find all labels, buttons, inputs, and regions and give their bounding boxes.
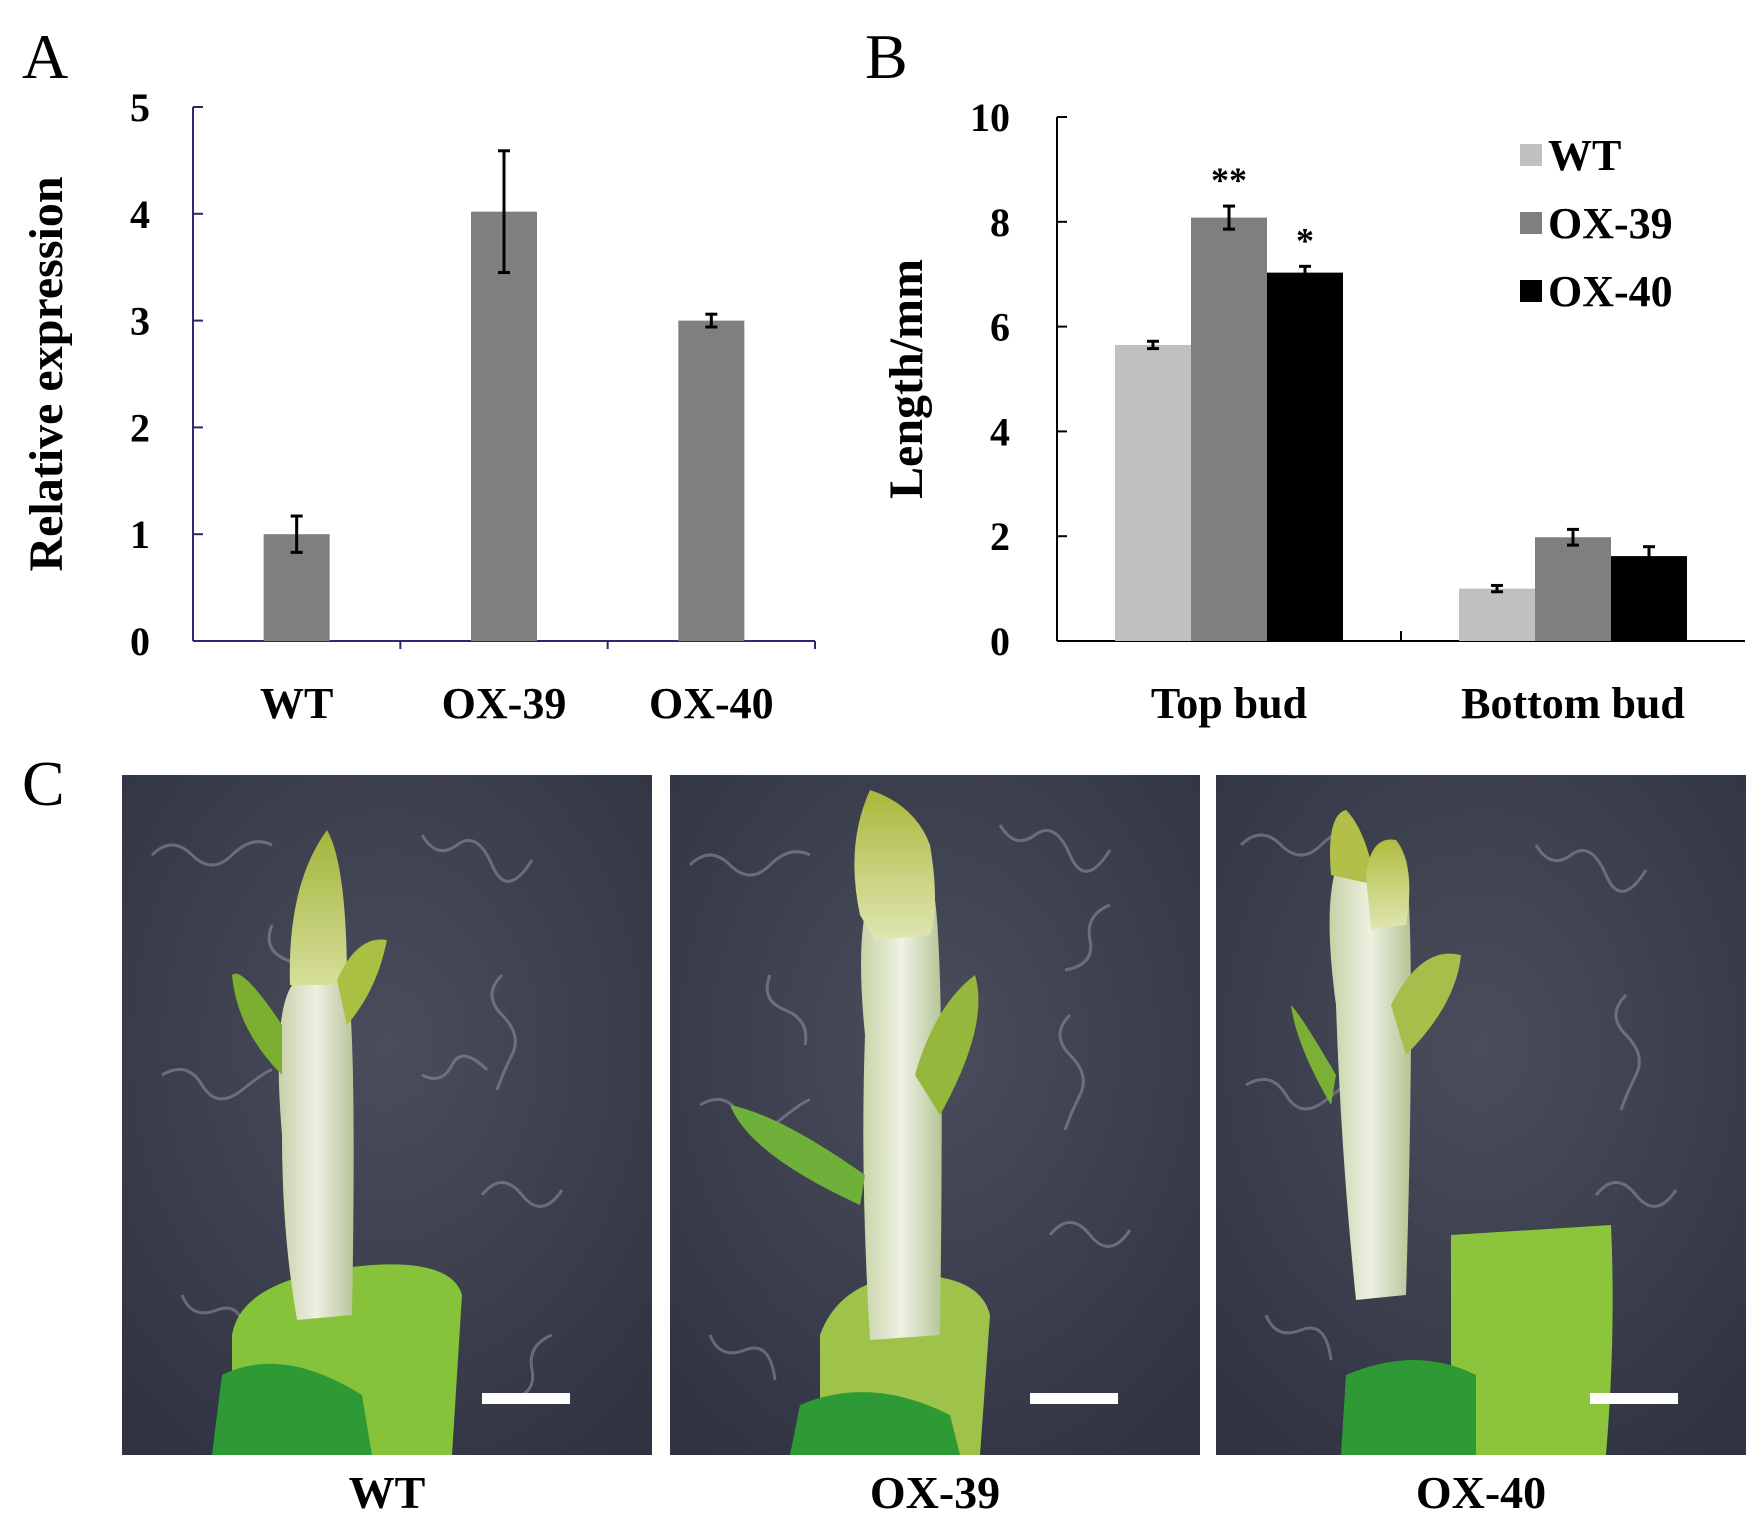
x-tick-label: OX-40 bbox=[649, 679, 774, 728]
significance-marker: ** bbox=[1211, 160, 1247, 200]
x-tick-label: WT bbox=[260, 679, 333, 728]
y-tick-label: 5 bbox=[130, 85, 150, 130]
photo-wt bbox=[122, 775, 652, 1455]
photo-label-ox-40: OX-40 bbox=[1415, 1467, 1547, 1518]
legend-swatch-ox-39 bbox=[1520, 212, 1542, 234]
bar-ox-39 bbox=[471, 211, 537, 641]
scale-bar bbox=[482, 1393, 570, 1404]
scale-bar bbox=[1590, 1393, 1678, 1404]
significance-marker: * bbox=[1296, 220, 1314, 260]
bar-wt bbox=[1115, 344, 1191, 641]
y-tick-label: 3 bbox=[130, 299, 150, 344]
y-tick-label: 4 bbox=[130, 192, 150, 237]
legend-swatch-wt bbox=[1520, 144, 1542, 166]
y-tick-label: 6 bbox=[990, 305, 1010, 350]
bar-wt bbox=[1459, 588, 1535, 641]
panel-label-c: C bbox=[22, 748, 65, 819]
x-tick-label: Top bud bbox=[1151, 679, 1307, 728]
legend-label-wt: WT bbox=[1548, 131, 1621, 180]
bar-ox-39 bbox=[1535, 537, 1611, 641]
photo-label-wt: WT bbox=[348, 1467, 426, 1518]
bar-ox-40 bbox=[678, 320, 745, 641]
legend-label-ox-40: OX-40 bbox=[1548, 267, 1673, 316]
y-axis-label: Length/mm bbox=[880, 259, 933, 499]
photo-ox-39-illustration bbox=[670, 775, 1200, 1455]
y-tick-label: 10 bbox=[970, 95, 1010, 140]
photo-ox-39 bbox=[670, 775, 1200, 1455]
y-tick-label: 0 bbox=[990, 619, 1010, 664]
scale-bar bbox=[1030, 1393, 1118, 1404]
chart-a-relative-expression: 0 1 2 3 4 5 WT OX-39 OX-40 Relative expression bbox=[20, 85, 816, 728]
legend-swatch-ox-40 bbox=[1520, 280, 1542, 302]
x-tick-label: Bottom bud bbox=[1461, 679, 1685, 728]
panel-label-b: B bbox=[865, 21, 908, 92]
photo-ox-40 bbox=[1216, 775, 1746, 1455]
y-tick-label: 1 bbox=[130, 512, 150, 557]
photo-ox-40-illustration bbox=[1216, 775, 1746, 1455]
x-tick-label: OX-39 bbox=[442, 679, 567, 728]
bar-ox-39 bbox=[1191, 217, 1267, 641]
panel-label-a: A bbox=[22, 21, 69, 92]
y-tick-label: 2 bbox=[130, 405, 150, 450]
photo-wt-illustration bbox=[122, 775, 652, 1455]
y-axis-label: Relative expression bbox=[20, 176, 73, 571]
y-tick-label: 8 bbox=[990, 200, 1010, 245]
y-tick-label: 0 bbox=[130, 619, 150, 664]
legend-label-ox-39: OX-39 bbox=[1548, 199, 1673, 248]
photo-label-ox-39: OX-39 bbox=[869, 1467, 1001, 1518]
bar-ox-40 bbox=[1267, 272, 1343, 641]
y-tick-label: 2 bbox=[990, 514, 1010, 559]
y-tick-label: 4 bbox=[990, 409, 1010, 454]
bar-ox-40 bbox=[1611, 556, 1687, 641]
